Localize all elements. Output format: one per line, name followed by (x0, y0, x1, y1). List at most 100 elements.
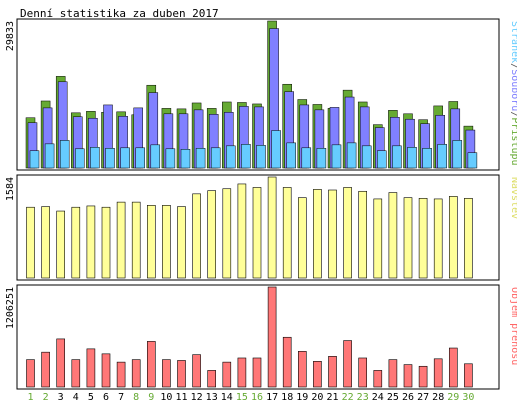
bar-visits (56, 210, 66, 279)
bar-pages (90, 147, 100, 169)
chart-panels: 29833Stránek/Souborů/Přístupů1584Návštěv… (5, 18, 517, 390)
bar-pages (241, 144, 251, 169)
bar-volume (358, 357, 368, 388)
bar-visits (222, 188, 232, 279)
bar-pages (422, 148, 432, 169)
day-label: 6 (103, 392, 109, 403)
bar-volume (464, 363, 473, 388)
bar-volume (177, 360, 186, 388)
bar-volume (328, 356, 337, 388)
chart-title: Denní statistika za duben 2017 (20, 7, 219, 20)
day-label: 9 (148, 392, 154, 403)
day-label: 7 (118, 392, 124, 403)
bar-volume (71, 359, 81, 388)
legend-entry: Stránek (509, 21, 517, 63)
bar-pages (165, 148, 176, 169)
bar-volume (373, 370, 383, 388)
bar-pages (59, 140, 70, 169)
bar-pages (210, 147, 221, 169)
bar-volume (267, 286, 277, 388)
bar-pages (452, 140, 463, 169)
bar-volume (433, 358, 443, 388)
bar-visits (433, 198, 443, 279)
bar-volume (282, 336, 292, 388)
bar-pages (180, 149, 191, 169)
bar-visits (147, 205, 156, 279)
bar-volume (222, 361, 232, 388)
day-label: 23 (357, 392, 369, 403)
bar-pages (256, 145, 266, 169)
legend: Stránek/Souborů/Přístupů (509, 21, 517, 166)
day-label: 24 (372, 392, 384, 403)
bar-visits (26, 206, 35, 279)
y-max-label: 1584 (5, 177, 16, 201)
bar-visits (448, 196, 458, 279)
bar-pages (195, 148, 206, 169)
legend-entry: Objem přenosu (509, 287, 517, 365)
bar-pages (377, 150, 387, 169)
day-label: 8 (133, 392, 139, 403)
day-label: 29 (447, 392, 459, 403)
bar-pages (346, 142, 357, 169)
panel-volume: 1206251 Objem přenosu (5, 284, 517, 390)
bar-volume (116, 361, 126, 388)
bar-volume (252, 357, 262, 388)
bar-pages (120, 147, 130, 169)
bar-volume (418, 365, 428, 388)
bar-pages (105, 148, 115, 169)
day-label: 18 (281, 392, 293, 403)
bar-visits (373, 198, 383, 279)
day-label: 20 (311, 392, 323, 403)
y-max-label: 29833 (5, 21, 16, 51)
day-label: 13 (206, 392, 218, 403)
bar-visits (343, 187, 352, 279)
day-label: 3 (58, 392, 64, 403)
bar-visits (177, 206, 186, 279)
bar-volume (343, 340, 352, 388)
bar-visits (403, 197, 413, 279)
panel-frame (16, 174, 500, 281)
bar-visits (267, 176, 277, 279)
bar-visits (86, 205, 96, 279)
day-label: 21 (326, 392, 338, 403)
day-label: 28 (432, 392, 444, 403)
day-label: 25 (387, 392, 399, 403)
day-label: 11 (175, 392, 187, 403)
day-label: 1 (27, 392, 33, 403)
bar-volume (26, 359, 35, 388)
day-label: 15 (236, 392, 248, 403)
bar-volume (403, 364, 413, 388)
bar-pages (407, 147, 417, 169)
y-max-label: 1206251 (5, 287, 16, 329)
bar-visits (282, 187, 292, 279)
day-label: 30 (462, 392, 474, 403)
legend-entry: Přístupů (509, 117, 517, 165)
bar-visits (116, 201, 126, 279)
bar-pages (392, 145, 402, 169)
bar-visits (464, 197, 473, 279)
bar-visits (418, 197, 428, 279)
bar-visits (237, 183, 247, 279)
legend-entry: Souborů (509, 69, 517, 111)
legend-entry: Návštěv (509, 177, 517, 219)
legend: Objem přenosu (509, 287, 517, 365)
legend: Návštěv (509, 177, 517, 219)
bar-pages (150, 144, 161, 169)
bar-volume (388, 359, 398, 388)
bar-pages (226, 145, 236, 169)
day-label: 26 (402, 392, 414, 403)
bar-visits (131, 201, 141, 279)
bar-pages (286, 142, 296, 169)
bar-pages (316, 148, 327, 169)
bar-volume (297, 351, 307, 388)
day-label: 2 (43, 392, 49, 403)
bar-visits (41, 206, 50, 279)
day-label: 5 (88, 392, 94, 403)
legend-entry: / (509, 63, 517, 69)
day-label: 16 (251, 392, 263, 403)
bar-pages (44, 143, 55, 169)
bar-visits (252, 187, 262, 279)
day-label: 4 (73, 392, 79, 403)
bar-volume (237, 357, 247, 388)
